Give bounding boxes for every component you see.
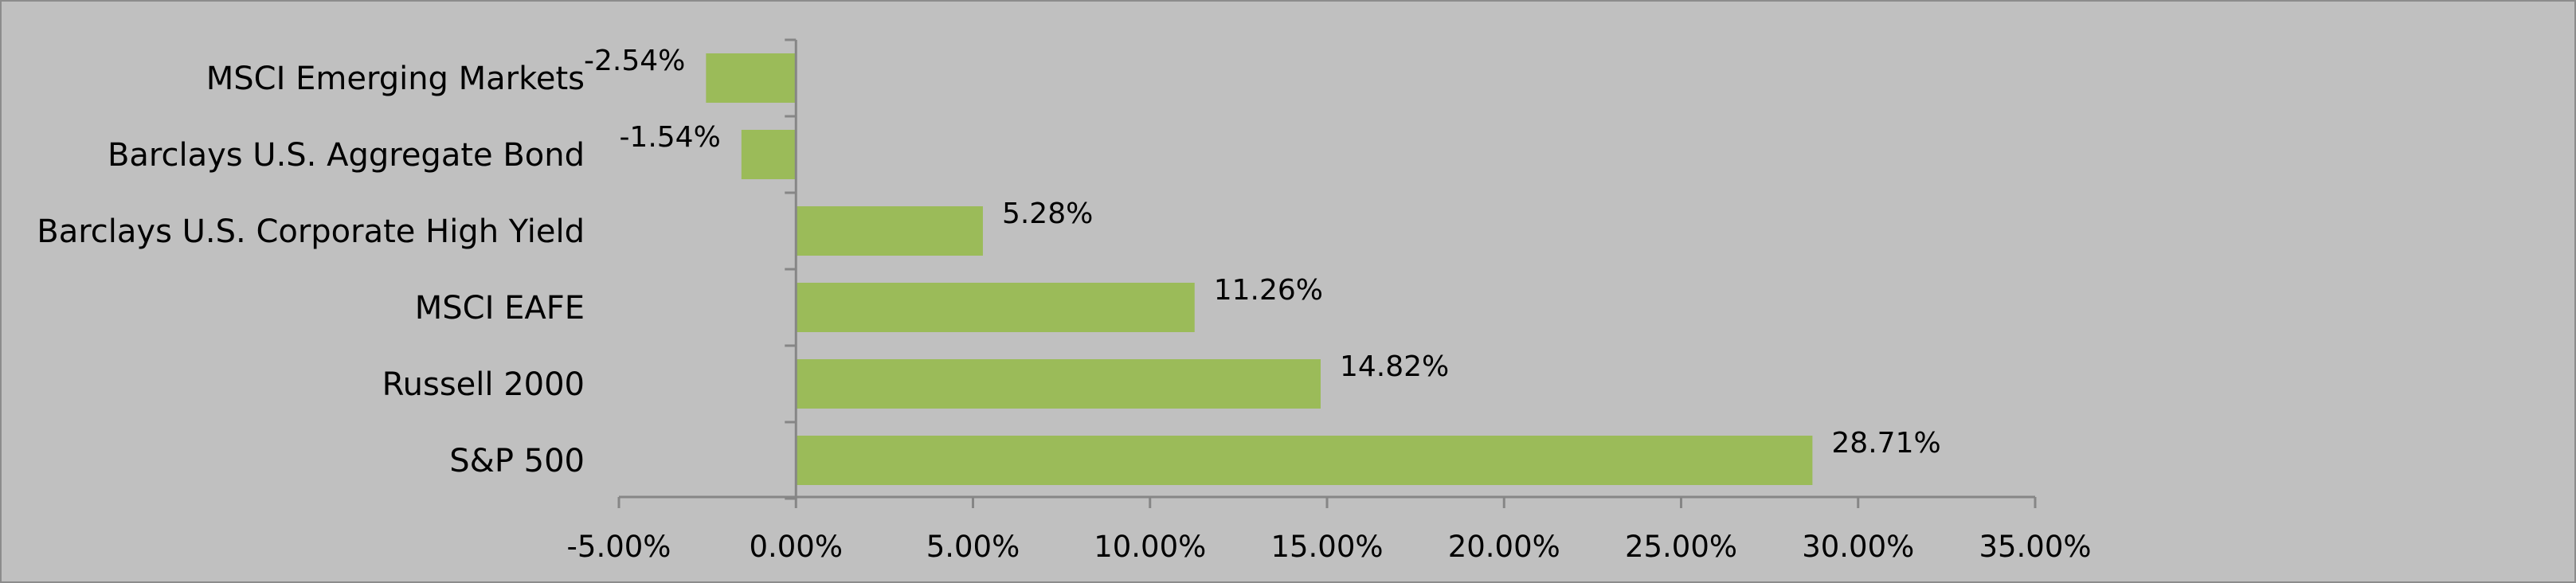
category-label-msci-eafe: MSCI EAFE: [415, 290, 585, 327]
bar-russell-2000: [796, 359, 1321, 409]
bar-msci-eafe: [796, 283, 1195, 332]
axes-group: [617, 38, 2037, 508]
x-tick-label: 15.00%: [1270, 530, 1383, 564]
x-tick-label: 10.00%: [1094, 530, 1206, 564]
data-label-msci-emerging-markets: -2.54%: [584, 45, 685, 77]
bar-barclays-u-s-aggregate-bond: [741, 130, 797, 179]
data-label-barclays-u-s-corporate-high-yield: 5.28%: [1002, 198, 1093, 230]
x-tick-label: 20.00%: [1448, 530, 1560, 564]
bar-sandp-500: [796, 436, 1813, 485]
category-label-msci-emerging-markets: MSCI Emerging Markets: [206, 61, 585, 97]
category-label-russell-2000: Russell 2000: [382, 366, 585, 403]
category-label-barclays-u-s-corporate-high-yield: Barclays U.S. Corporate High Yield: [37, 213, 585, 250]
x-tick-label: 25.00%: [1625, 530, 1737, 564]
x-tick-label: 30.00%: [1802, 530, 1914, 564]
category-label-barclays-u-s-aggregate-bond: Barclays U.S. Aggregate Bond: [108, 137, 585, 174]
bar-barclays-u-s-corporate-high-yield: [796, 206, 983, 256]
x-tick-label: 0.00%: [749, 530, 843, 564]
x-tick-label: 5.00%: [926, 530, 1020, 564]
data-label-russell-2000: 14.82%: [1340, 350, 1449, 383]
data-label-barclays-u-s-aggregate-bond: -1.54%: [619, 121, 720, 154]
data-label-sandp-500: 28.71%: [1831, 427, 1940, 460]
category-label-sandp-500: S&P 500: [449, 443, 585, 479]
labels-group: -5.00% 0.00% 5.00% 10.00% 15.00% 20.00% 25.00%…: [37, 45, 2091, 564]
bars-group: [706, 53, 1813, 485]
bar-msci-emerging-markets: [706, 53, 797, 103]
x-tick-label: 35.00%: [1979, 530, 2091, 564]
data-label-msci-eafe: 11.26%: [1214, 274, 1323, 307]
x-tick-label: -5.00%: [567, 530, 671, 564]
